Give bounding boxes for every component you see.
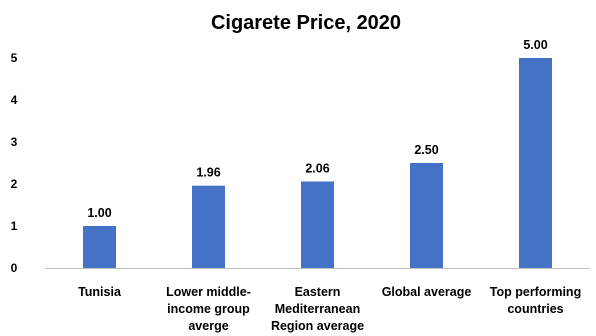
y-tick-label: 2 (11, 177, 18, 191)
data-label: 2.06 (305, 161, 329, 175)
data-label: 5.00 (523, 38, 547, 52)
x-category-label-line: income group (167, 302, 250, 316)
bar (410, 163, 443, 268)
chart-title: Cigarete Price, 2020 (211, 12, 401, 34)
data-label: 1.96 (196, 166, 220, 180)
x-category-label: Global average (382, 285, 472, 299)
y-tick-label: 3 (11, 135, 18, 149)
bar (519, 58, 552, 268)
x-category-label: Eastern Mediterranean Region average (271, 285, 364, 333)
x-category-label-line: Top performing (490, 285, 581, 299)
x-category-label-line: Mediterranean (275, 302, 360, 316)
x-category-label-line: Lower middle- (166, 285, 251, 299)
x-category-label: Tunisia (78, 285, 122, 299)
y-axis: 0 1 2 3 4 5 (11, 51, 18, 275)
x-category-label-line: countries (507, 302, 563, 316)
x-category-label-line: averge (188, 319, 228, 333)
bars (83, 58, 552, 268)
x-category-label-line: Eastern (295, 285, 341, 299)
y-tick-label: 4 (11, 93, 18, 107)
x-category-label: Lower middle-income group averge (166, 285, 251, 333)
x-category-label-line: Region average (271, 319, 364, 333)
y-tick-label: 1 (11, 219, 18, 233)
x-category-label-line: Tunisia (78, 285, 122, 299)
data-labels: 1.00 1.96 2.06 2.50 5.00 (87, 38, 547, 220)
x-category-label-line: Global average (382, 285, 472, 299)
bar (192, 185, 225, 268)
bar (83, 226, 116, 268)
x-category-label: Top performing countries (490, 285, 581, 316)
data-label: 1.00 (87, 206, 111, 220)
bar (301, 181, 334, 268)
x-axis-categories: Tunisia Lower middle-income group averge Ea… (78, 285, 581, 333)
y-tick-label: 5 (11, 51, 18, 65)
data-label: 2.50 (414, 143, 438, 157)
y-tick-label: 0 (11, 261, 18, 275)
